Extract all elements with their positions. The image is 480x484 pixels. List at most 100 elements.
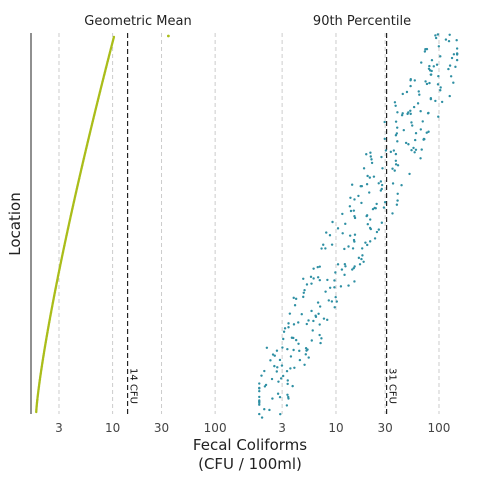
data-point [410, 148, 413, 152]
data-point [396, 140, 399, 143]
data-point [365, 153, 368, 156]
data-point [297, 321, 300, 324]
data-point [428, 81, 431, 85]
data-point [292, 296, 295, 300]
data-point [286, 379, 289, 382]
data-point [421, 120, 424, 123]
data-point [409, 79, 412, 82]
data-point [349, 209, 353, 213]
data-point [353, 240, 356, 243]
data-point [286, 347, 289, 351]
data-point [263, 369, 266, 373]
data-point [258, 395, 261, 399]
data-point [297, 342, 300, 345]
data-point [322, 243, 325, 246]
data-point [289, 355, 293, 358]
data-point [350, 183, 354, 186]
data-point [419, 109, 422, 113]
reference-line-90th-percentile: 31 CFU [385, 33, 398, 414]
x-tick-label: 30 [154, 421, 169, 435]
data-point [287, 322, 290, 325]
data-point [435, 63, 439, 66]
x-tick-label: 100 [204, 421, 227, 435]
x-tick-label: 100 [428, 421, 451, 435]
facet-90th-percentile: 90th Percentile 31 CFU 3 10 30 100 [258, 14, 459, 435]
data-point [334, 295, 337, 299]
data-point [436, 83, 440, 86]
data-point [310, 282, 313, 285]
data-point [304, 347, 308, 350]
data-point [380, 187, 383, 191]
data-point [362, 260, 365, 263]
facet-title-geometric-mean: Geometric Mean [84, 14, 191, 29]
data-point [425, 131, 428, 134]
data-point [285, 369, 289, 373]
data-point [320, 337, 323, 340]
data-point [394, 104, 397, 108]
reference-line-label: 31 CFU [387, 368, 398, 404]
data-point [334, 271, 337, 274]
data-point [314, 314, 317, 317]
data-point [317, 312, 320, 315]
data-point [381, 167, 384, 170]
data-point [340, 268, 344, 271]
data-point [277, 380, 280, 383]
data-point [400, 183, 403, 187]
data-point [318, 333, 321, 337]
data-point [412, 105, 416, 109]
data-point [396, 111, 399, 114]
data-point [351, 268, 354, 271]
data-point [281, 346, 284, 349]
data-point [278, 358, 282, 362]
x-axis-title: Fecal Coliforms [193, 436, 307, 454]
data-point [294, 297, 298, 301]
data-point [455, 58, 459, 62]
data-point [440, 100, 444, 104]
data-point [273, 354, 276, 357]
data-point [310, 339, 313, 342]
data-point [423, 50, 427, 53]
data-point [335, 300, 339, 303]
data-point [294, 338, 298, 342]
data-point [383, 201, 387, 204]
data-point [391, 182, 395, 185]
data-point [352, 209, 356, 212]
data-point [282, 330, 286, 333]
data-point [318, 265, 321, 268]
data-point [413, 138, 417, 142]
data-point [324, 247, 327, 250]
data-point [364, 241, 367, 244]
data-point [287, 395, 290, 399]
data-point [377, 182, 380, 185]
data-point [368, 191, 371, 194]
data-point [353, 233, 357, 236]
data-point [333, 306, 336, 309]
data-point [380, 183, 384, 187]
data-point [373, 237, 377, 240]
data-point [370, 161, 374, 165]
data-point [287, 326, 290, 329]
data-point [439, 86, 442, 89]
data-point [455, 47, 459, 50]
data-point [437, 45, 441, 48]
data-point [455, 52, 459, 55]
data-point [422, 137, 426, 141]
data-point [309, 275, 313, 279]
data-point [268, 408, 271, 412]
data-point [407, 143, 410, 146]
data-point [258, 382, 261, 385]
data-point [448, 64, 452, 67]
data-point [393, 101, 397, 104]
data-point [280, 364, 284, 367]
data-point [369, 218, 372, 221]
data-point [396, 199, 399, 202]
data-point [258, 403, 261, 406]
data-point [429, 97, 433, 101]
data-point [290, 336, 294, 339]
data-point [417, 90, 420, 93]
data-point [298, 349, 301, 353]
data-point [410, 121, 413, 124]
data-point [344, 222, 347, 226]
data-point [258, 401, 261, 405]
data-point [392, 149, 396, 152]
